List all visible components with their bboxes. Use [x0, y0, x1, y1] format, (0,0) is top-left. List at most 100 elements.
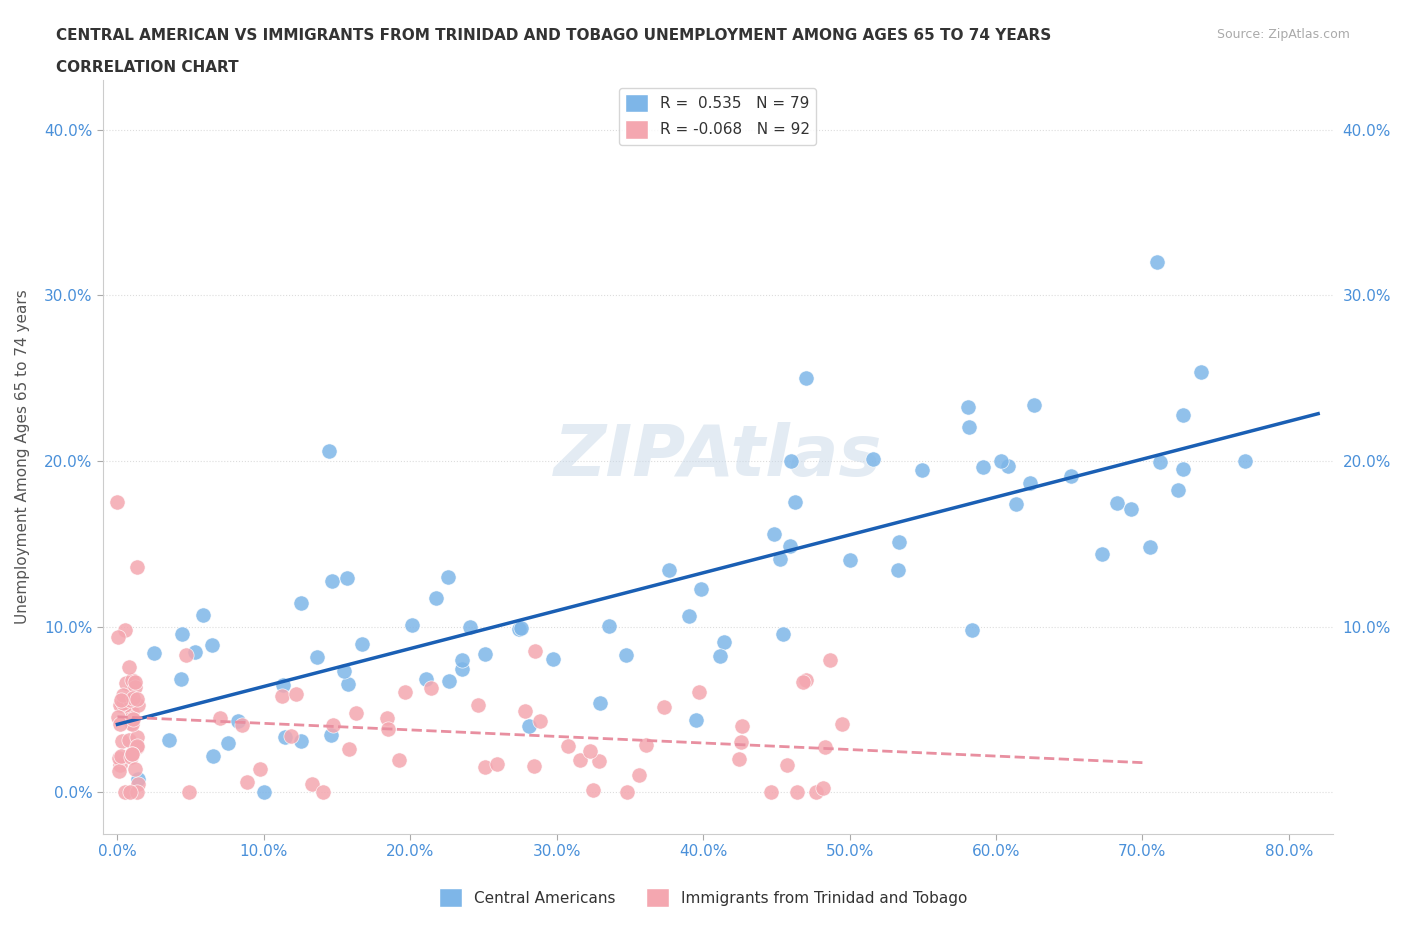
Point: [401, 618, 423, 632]
Point: [792, 674, 814, 689]
Point: [127, 772, 149, 787]
Point: [772, 626, 794, 641]
Point: [419, 680, 441, 695]
Point: [557, 738, 579, 753]
Point: [956, 400, 979, 415]
Point: [972, 460, 994, 475]
Point: [990, 454, 1012, 469]
Point: [127, 739, 149, 754]
Point: [1171, 408, 1194, 423]
Point: [517, 718, 540, 733]
Point: [839, 552, 862, 567]
Text: CENTRAL AMERICAN VS IMMIGRANTS FROM TRINIDAD AND TOBAGO UNEMPLOYMENT AMONG AGES : CENTRAL AMERICAN VS IMMIGRANTS FROM TRIN…: [56, 28, 1052, 43]
Point: [598, 619, 620, 634]
Point: [111, 687, 134, 702]
Point: [274, 729, 297, 744]
Point: [208, 711, 231, 725]
Point: [614, 648, 637, 663]
Point: [124, 674, 146, 689]
Point: [780, 454, 803, 469]
Point: [814, 740, 837, 755]
Point: [121, 716, 143, 731]
Point: [217, 736, 239, 751]
Point: [184, 644, 207, 659]
Point: [685, 712, 707, 727]
Point: [579, 744, 602, 759]
Point: [529, 713, 551, 728]
Point: [589, 696, 612, 711]
Point: [127, 729, 149, 744]
Point: [509, 620, 531, 635]
Point: [375, 711, 398, 725]
Point: [627, 767, 650, 782]
Point: [280, 729, 302, 744]
Point: [523, 644, 546, 658]
Point: [794, 371, 817, 386]
Point: [957, 419, 980, 434]
Point: [290, 734, 312, 749]
Point: [271, 677, 294, 692]
Point: [1059, 469, 1081, 484]
Point: [458, 619, 481, 634]
Point: [1233, 454, 1256, 469]
Point: [394, 684, 416, 699]
Point: [111, 734, 134, 749]
Point: [889, 535, 911, 550]
Point: [709, 649, 731, 664]
Point: [322, 717, 344, 732]
Point: [960, 623, 983, 638]
Point: [110, 696, 132, 711]
Point: [467, 698, 489, 712]
Point: [118, 692, 141, 707]
Point: [1139, 539, 1161, 554]
Point: [652, 699, 675, 714]
Point: [582, 783, 605, 798]
Point: [118, 659, 141, 674]
Point: [541, 651, 564, 666]
Text: Source: ZipAtlas.com: Source: ZipAtlas.com: [1216, 28, 1350, 41]
Point: [110, 693, 132, 708]
Point: [450, 662, 472, 677]
Point: [636, 737, 658, 752]
Point: [779, 538, 801, 553]
Point: [170, 671, 193, 686]
Point: [143, 645, 166, 660]
Point: [337, 677, 360, 692]
Point: [201, 749, 224, 764]
Point: [451, 652, 474, 667]
Point: [831, 717, 853, 732]
Point: [177, 785, 200, 800]
Point: [437, 674, 460, 689]
Legend: Central Americans, Immigrants from Trinidad and Tobago: Central Americans, Immigrants from Trini…: [433, 883, 973, 913]
Point: [318, 444, 340, 458]
Point: [731, 719, 754, 734]
Text: CORRELATION CHART: CORRELATION CHART: [56, 60, 239, 75]
Point: [290, 596, 312, 611]
Point: [121, 674, 143, 689]
Point: [783, 495, 806, 510]
Point: [388, 752, 411, 767]
Point: [121, 747, 143, 762]
Point: [485, 756, 508, 771]
Point: [114, 623, 136, 638]
Point: [118, 785, 141, 800]
Point: [127, 691, 149, 706]
Point: [122, 691, 145, 706]
Point: [236, 775, 259, 790]
Point: [127, 777, 149, 791]
Point: [1119, 502, 1142, 517]
Point: [118, 732, 141, 747]
Point: [762, 526, 785, 541]
Point: [658, 563, 681, 578]
Point: [110, 749, 132, 764]
Point: [339, 742, 361, 757]
Point: [108, 751, 131, 765]
Point: [1004, 496, 1026, 511]
Text: ZIPAtlas: ZIPAtlas: [554, 422, 882, 491]
Point: [125, 738, 148, 753]
Point: [157, 732, 180, 747]
Point: [174, 647, 197, 662]
Point: [115, 675, 138, 690]
Point: [1022, 398, 1045, 413]
Point: [120, 750, 142, 764]
